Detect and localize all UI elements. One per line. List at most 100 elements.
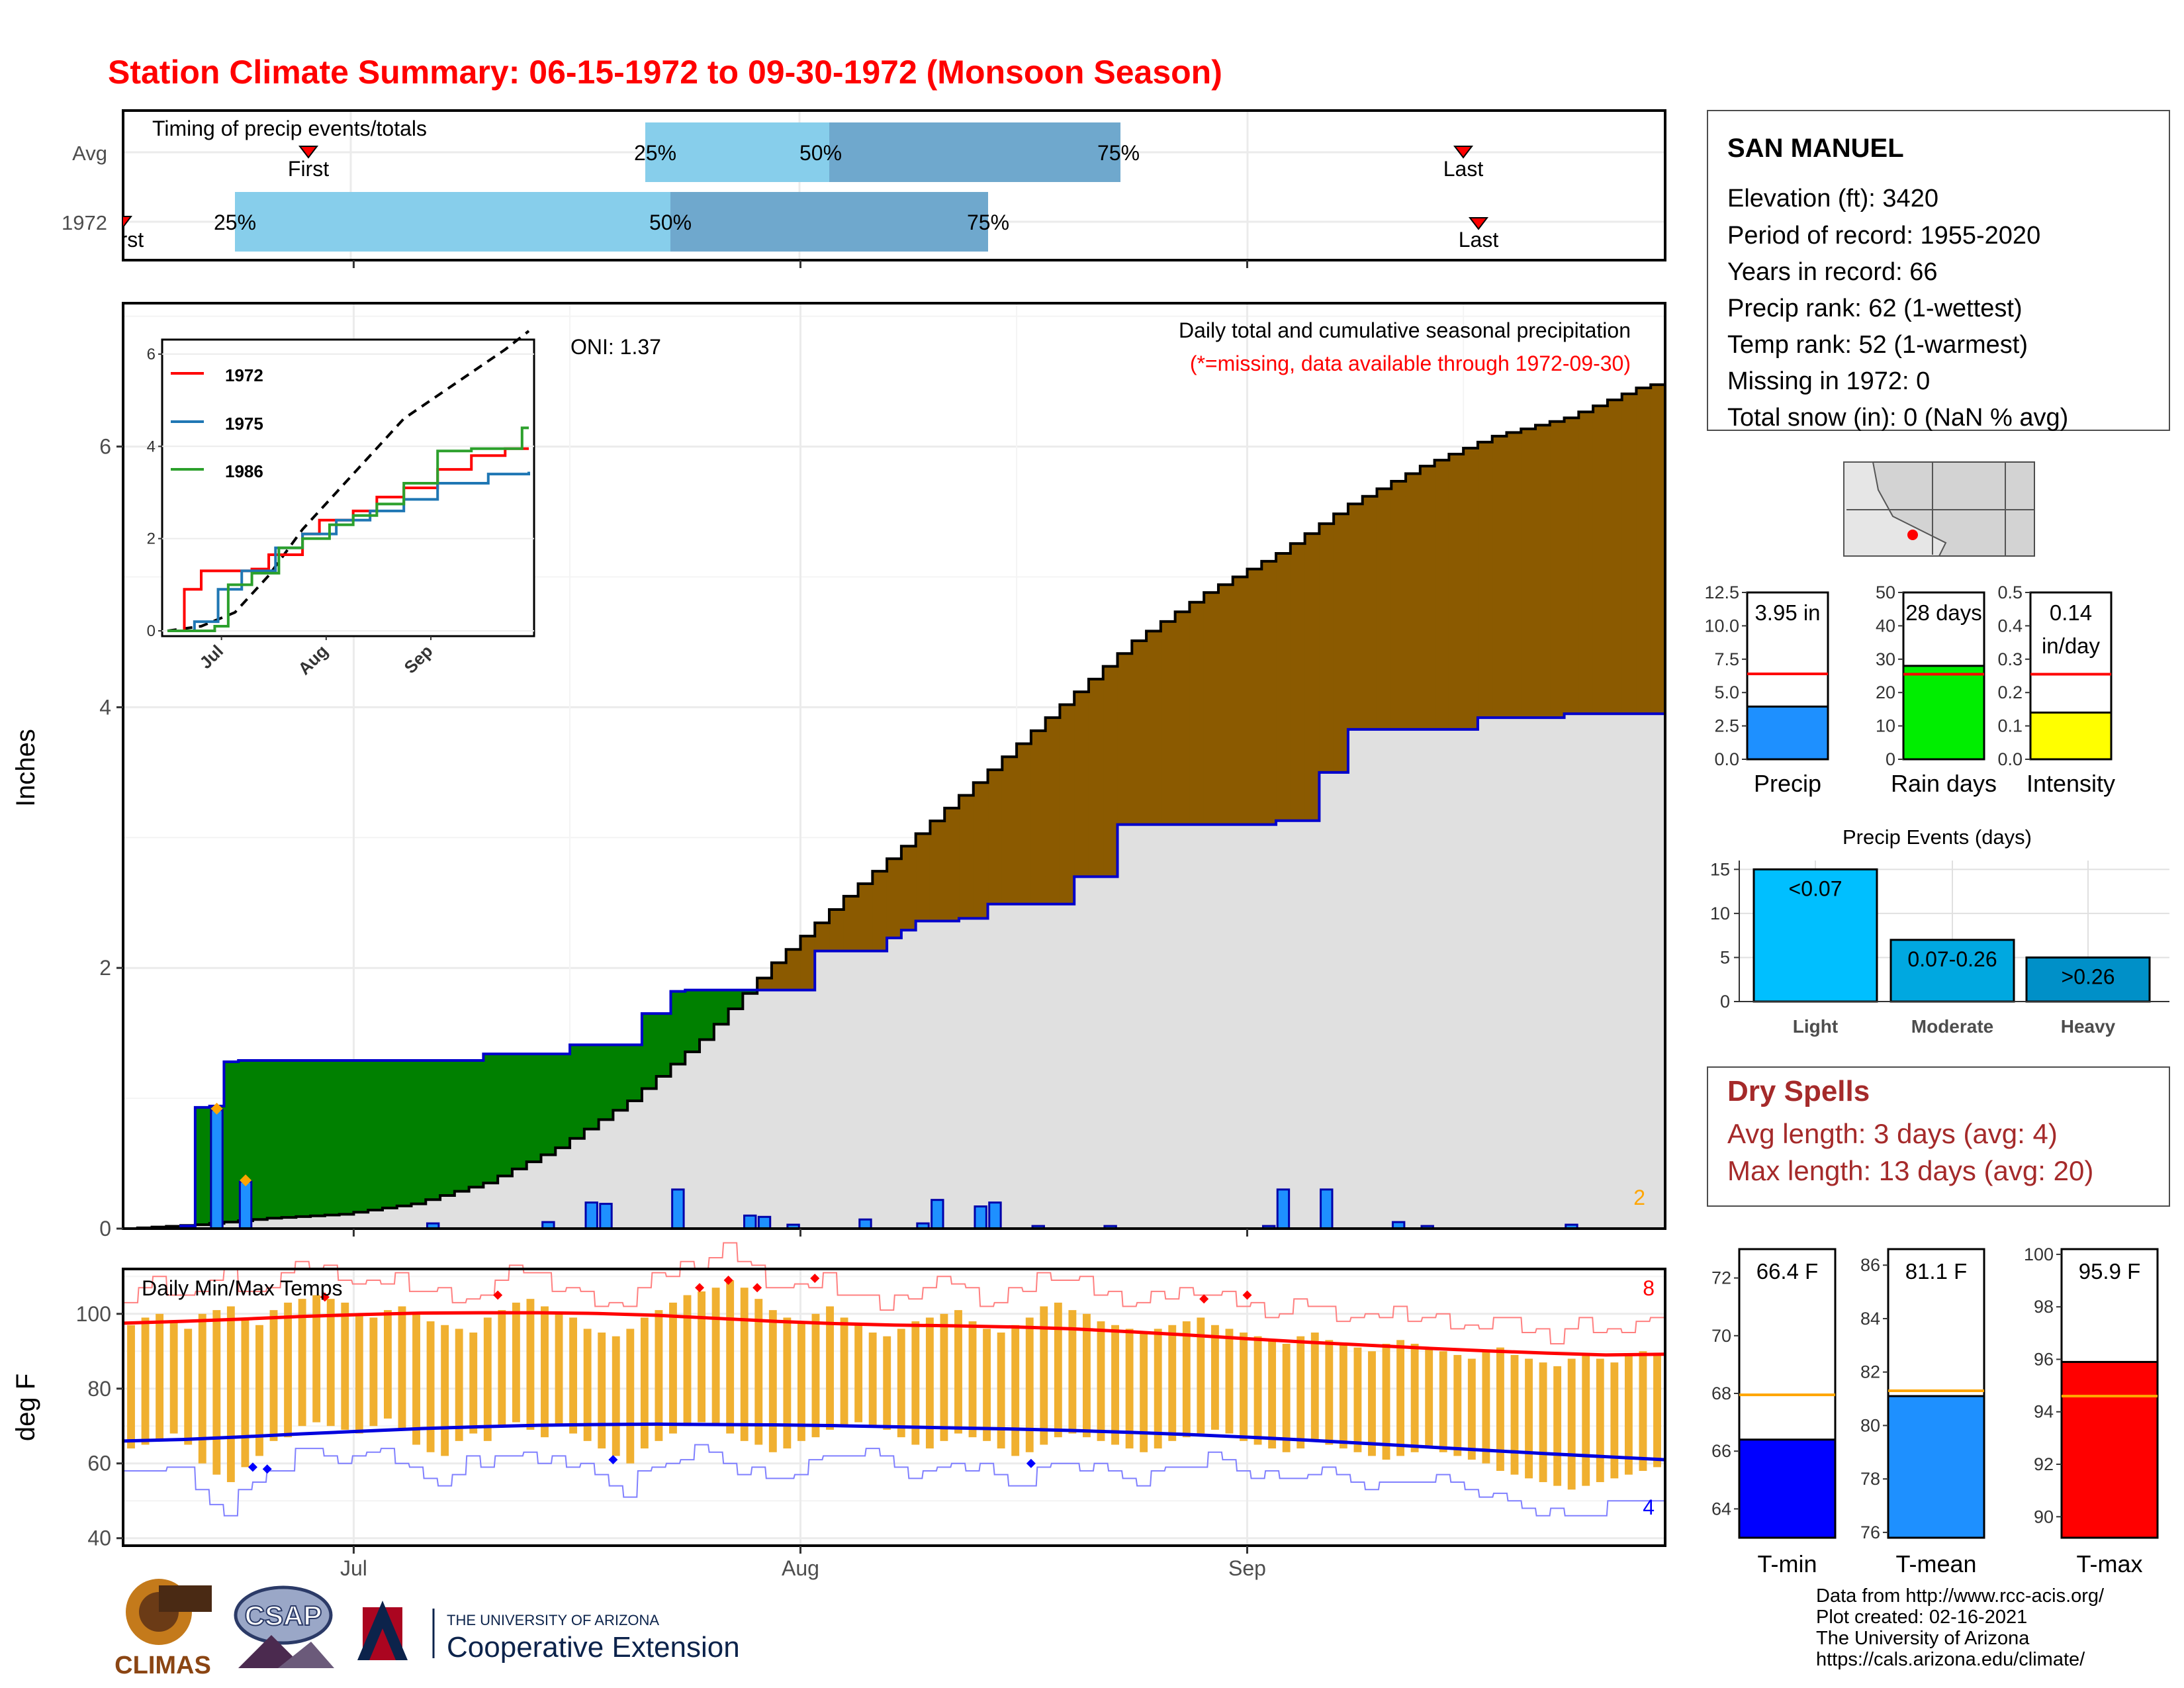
daily-temp-bar (455, 1329, 463, 1441)
daily-temp-bar (925, 1317, 934, 1449)
daily-temp-bar (1525, 1358, 1533, 1479)
event-category-label: Light (1793, 1016, 1838, 1037)
daily-precip-bar (858, 1218, 872, 1230)
ua-big-text: Cooperative Extension (447, 1631, 740, 1664)
record-low-marker (248, 1462, 257, 1472)
daily-temp-bar (355, 1313, 363, 1434)
mini-bar-ytick-label: 40 (1876, 616, 1895, 635)
daily-temp-bar (1425, 1347, 1433, 1449)
record-low-marker (1026, 1458, 1036, 1468)
daily-temp-bar (1467, 1358, 1476, 1460)
daily-precip-bar (584, 1201, 598, 1230)
climas-logo: CLIMAS (114, 1579, 212, 1679)
daily-temp-bar (498, 1310, 506, 1427)
temp-bar-value-label: 81.1 F (1905, 1259, 1968, 1284)
avg-first-marker (298, 146, 319, 159)
daily-temp-bar (1325, 1340, 1334, 1445)
station-snow: Total snow (in): 0 (NaN % avg) (1727, 404, 2068, 432)
event-ytick-label: 10 (1710, 904, 1730, 923)
events-title: Precip Events (days) (1843, 825, 2032, 849)
daily-temp-bar (1368, 1351, 1376, 1456)
daily-temp-bar (626, 1329, 635, 1464)
locator-map (1843, 461, 2035, 557)
temp-bar-ytick-label: 98 (2034, 1297, 2054, 1317)
mini-bar-ytick-label: 50 (1876, 583, 1895, 602)
record-high-marker (320, 1292, 330, 1302)
daily-temp-bar (1282, 1343, 1291, 1452)
station-location-dot (1907, 530, 1918, 540)
mini-bar-ytick-label: 0 (1886, 749, 1895, 769)
temp-bar-ytick-label: 72 (1711, 1268, 1731, 1288)
daily-temp-bar (398, 1306, 406, 1430)
daily-temp-bar (1083, 1313, 1091, 1438)
credit-line-2: Plot created: 02-16-2021 (1816, 1607, 2027, 1628)
event-ytick-label: 0 (1720, 992, 1730, 1011)
daily-temp-bar (1125, 1329, 1134, 1449)
temp-bar-value (2060, 1360, 2159, 1539)
temp-bar-ytick-label: 78 (1860, 1469, 1880, 1489)
station-elevation: Elevation (ft): 3420 (1727, 185, 1938, 212)
timing-panel: Timing of precip events/totals Avg 1972 … (62, 109, 1666, 268)
daily-temp-bar (1197, 1317, 1205, 1434)
daily-temp-bar (1624, 1354, 1633, 1475)
daily-temp-bar (441, 1325, 449, 1456)
daily-temp-bar (1567, 1358, 1576, 1490)
daily-temp-bar (512, 1302, 520, 1423)
daily-temp-bar (469, 1333, 478, 1434)
temp-bar-name: T-min (1758, 1550, 1817, 1577)
temp-ytick-label: 60 (87, 1452, 111, 1476)
daily-temp-bar (326, 1299, 335, 1427)
daily-temp-bar (1553, 1366, 1562, 1486)
daily-precip-bar (1320, 1188, 1334, 1230)
daily-temp-bar (241, 1317, 250, 1468)
temp-xtick-label: Sep (1228, 1556, 1266, 1580)
daily-temp-bar (1653, 1354, 1661, 1468)
mini-bar-ytick-label: 0.2 (1997, 682, 2023, 702)
precip-panel: 0 2 4 6 Inches Daily total and cumulative s… (11, 302, 1666, 1241)
daily-temp-bar (754, 1299, 763, 1445)
daily-temp-bar (1253, 1336, 1262, 1445)
temp-bar-ytick-label: 70 (1711, 1326, 1731, 1346)
avg-tmin-line (122, 1422, 1666, 1462)
temp-bar-ytick-label: 100 (2024, 1244, 2054, 1264)
daily-temp-bar (1510, 1354, 1519, 1475)
mini-bar-ytick-label: 30 (1876, 649, 1895, 669)
daily-record-marker (210, 1102, 223, 1115)
inset-xtick-label: Jul (195, 641, 227, 673)
mini-bar-intensity: 0.0 0.1 0.2 0.3 0.4 0.5 0.14 in/day Intensity (1997, 583, 2115, 797)
daily-precip-bar (599, 1203, 613, 1230)
station-precip-rank: Precip rank: 62 (1-wettest) (1727, 295, 2023, 322)
inset-ytick-label: 4 (147, 438, 156, 455)
inset-legend-1975: 1975 (225, 414, 263, 434)
mini-bar-ytick-label: 10.0 (1704, 616, 1739, 635)
credit-line-3: The University of Arizona (1816, 1628, 2030, 1649)
mini-bar-rain-days: 0 10 20 30 40 50 28 days Rain days (1876, 583, 1997, 797)
dry-spells-avg: Avg length: 3 days (avg: 4) (1727, 1118, 2058, 1149)
temp-bar-ytick-label: 92 (2034, 1454, 2054, 1474)
temp-xtick-label: Aug (782, 1556, 819, 1580)
daily-temp-bar (1482, 1351, 1490, 1464)
temp-bar-ytick-label: 80 (1860, 1415, 1880, 1435)
mini-bar-value (1902, 665, 1985, 761)
daily-precip-bar (1276, 1188, 1291, 1230)
daily-precip-bar (988, 1201, 1002, 1230)
mini-bar-ytick-label: 0.4 (1997, 616, 2023, 635)
daily-precip-bar (743, 1214, 757, 1230)
temp-xtick-label: Jul (340, 1556, 367, 1580)
daily-temp-bar (954, 1310, 962, 1434)
timing-label: Timing of precip events/totals (152, 117, 427, 140)
year-first-label: First (103, 228, 144, 252)
mini-bar-ytick-label: 2.5 (1714, 716, 1739, 736)
mini-bar-ytick-label: 12.5 (1704, 583, 1739, 602)
precip-ytick-label: 6 (99, 435, 111, 459)
precip-ytick-label: 4 (99, 695, 111, 719)
temp-bar-t-max: 90 92 94 96 98 100 95.9 F T-max (2024, 1244, 2159, 1577)
daily-temp-bar (1339, 1343, 1347, 1449)
event-bar (2025, 956, 2151, 1003)
daily-precip-bar (974, 1205, 987, 1230)
daily-temp-bar (640, 1317, 649, 1449)
precip-events-chart: Precip Events (days) <0.07 Light 0.07-0.26… (1710, 825, 2169, 1037)
mini-bar-ytick-label: 0.3 (1997, 649, 2023, 669)
year-first-clip: First (103, 216, 144, 252)
